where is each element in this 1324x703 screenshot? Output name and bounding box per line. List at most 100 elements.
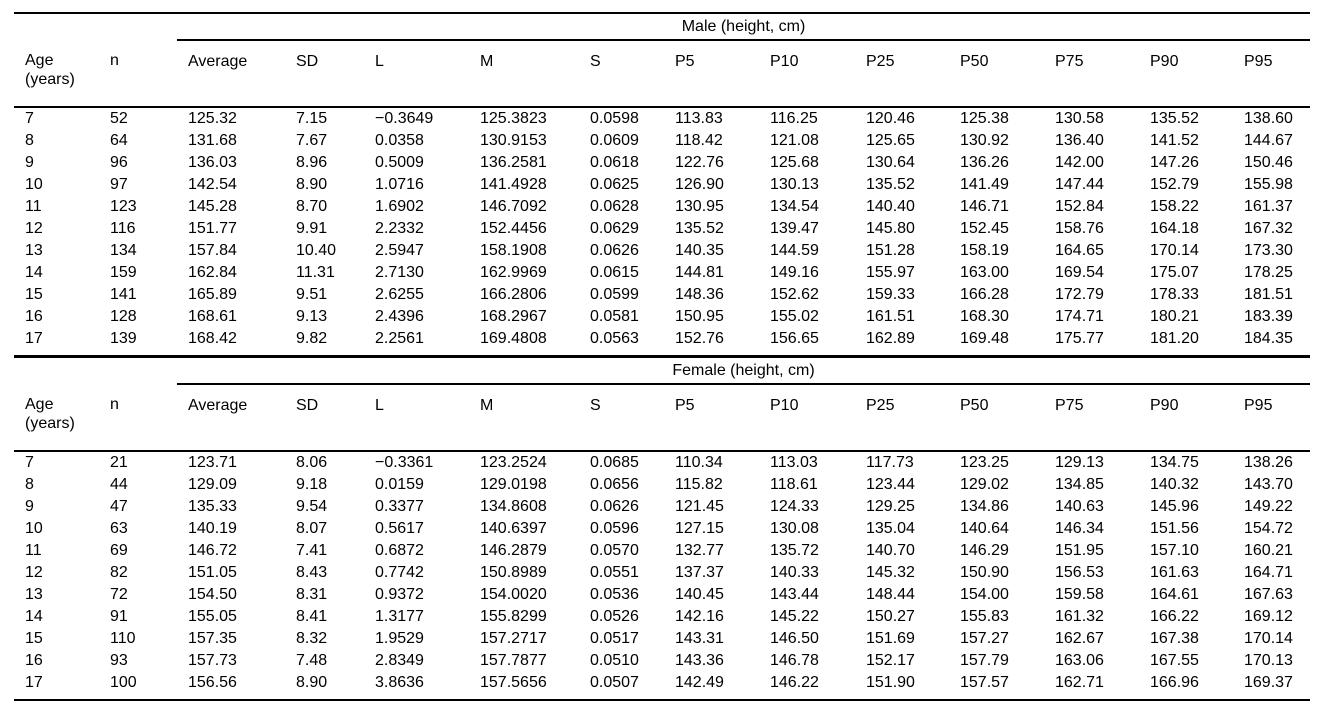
cell: 150.27 bbox=[866, 608, 915, 625]
cell: 141.49 bbox=[960, 176, 1009, 193]
cell: 157.2717 bbox=[480, 630, 547, 647]
cell: 135.52 bbox=[1150, 110, 1199, 127]
cell: 142.16 bbox=[675, 608, 724, 625]
cell: 72 bbox=[110, 586, 128, 603]
cell: 9.91 bbox=[296, 220, 328, 237]
column-header-p50: P50 bbox=[949, 40, 1044, 108]
column-header-p90: P90 bbox=[1139, 384, 1233, 452]
cell: 168.2967 bbox=[480, 308, 547, 325]
cell: 143.31 bbox=[675, 630, 724, 647]
cell: 167.55 bbox=[1150, 652, 1199, 669]
cell: 144.67 bbox=[1244, 132, 1293, 149]
cell: 0.0628 bbox=[590, 198, 639, 215]
column-header-l: L bbox=[364, 384, 469, 452]
cell: 17 bbox=[14, 672, 99, 701]
cell: 134.8608 bbox=[480, 498, 547, 515]
cell: 155.05 bbox=[188, 608, 237, 625]
cell: 8.07 bbox=[296, 520, 328, 537]
cell: 100 bbox=[99, 672, 177, 701]
cell: 113.03 bbox=[770, 454, 818, 471]
cell: 0.0536 bbox=[590, 586, 639, 603]
cell: 166.22 bbox=[1150, 608, 1199, 625]
cell: 129.0198 bbox=[480, 476, 547, 493]
cell: 2.2332 bbox=[375, 220, 424, 237]
cell: 152.62 bbox=[770, 286, 819, 303]
cell: 110 bbox=[110, 630, 136, 647]
cell: 145.96 bbox=[1150, 498, 1199, 515]
cell: 166.96 bbox=[1139, 672, 1233, 701]
cell: 134.54 bbox=[770, 198, 819, 215]
cell: 0.0629 bbox=[590, 220, 639, 237]
cell: 173.30 bbox=[1244, 242, 1293, 259]
cell: 169.48 bbox=[949, 328, 1044, 358]
column-header-row: Age (years) n Average SD L M S P5 P10 P25 P50 P75 P90… bbox=[14, 40, 1311, 108]
cell: 115.82 bbox=[675, 476, 723, 493]
cell: 164.18 bbox=[1150, 220, 1199, 237]
table-row: 14 91 155.05 8.41 1.3177 155.8299 0.0526 142.16… bbox=[14, 606, 1310, 628]
cell: 144.81 bbox=[675, 264, 724, 281]
table-row: 16 93 157.73 7.48 2.8349 157.7877 0.0510 143.36… bbox=[14, 650, 1310, 672]
cell: 158.1908 bbox=[480, 242, 547, 259]
cell: 128 bbox=[110, 308, 137, 325]
cell: 134 bbox=[110, 242, 137, 259]
cell: 120.46 bbox=[866, 110, 915, 127]
cell: 137.37 bbox=[675, 564, 724, 581]
height-percentile-table: Male (height, cm) Age (years) n Average SD L M… bbox=[14, 12, 1311, 701]
cell: 157.7877 bbox=[480, 652, 547, 669]
cell: 0.0599 bbox=[590, 286, 639, 303]
cell: 134.85 bbox=[1055, 476, 1104, 493]
table-row: 7 21 123.71 8.06 −0.3361 123.2524 0.0685 110.34… bbox=[14, 451, 1310, 474]
cell: 122.76 bbox=[675, 154, 724, 171]
cell: 16 bbox=[25, 308, 43, 325]
cell: 140.33 bbox=[770, 564, 819, 581]
column-header-p95: P95 bbox=[1233, 384, 1311, 452]
cell: 147.44 bbox=[1055, 176, 1104, 193]
cell: 0.3377 bbox=[375, 498, 424, 515]
cell: 155.02 bbox=[770, 308, 819, 325]
cell: 121.08 bbox=[770, 132, 819, 149]
cell: 143.70 bbox=[1244, 476, 1293, 493]
section-male: Male (height, cm) Age (years) n Average SD L M… bbox=[14, 12, 1311, 358]
cell: 123 bbox=[110, 198, 137, 215]
cell: 140.6397 bbox=[480, 520, 547, 537]
cell: 10 bbox=[25, 520, 43, 537]
cell: 8.96 bbox=[296, 154, 328, 171]
cell: 12 bbox=[25, 564, 43, 581]
cell: 145.32 bbox=[866, 564, 915, 581]
column-header-p5: P5 bbox=[664, 384, 759, 452]
cell: 64 bbox=[110, 132, 128, 149]
cell: 150.90 bbox=[960, 564, 1009, 581]
cell: 163.06 bbox=[1055, 652, 1104, 669]
cell: 156.56 bbox=[177, 672, 285, 701]
cell: 151.95 bbox=[1055, 542, 1104, 559]
cell: 123.44 bbox=[866, 476, 915, 493]
cell: 2.4396 bbox=[375, 308, 424, 325]
cell: 170.14 bbox=[1150, 242, 1199, 259]
cell: 149.22 bbox=[1244, 498, 1293, 515]
cell: 0.0507 bbox=[579, 672, 664, 701]
cell: 142.00 bbox=[1055, 154, 1104, 171]
table-row: 11 123 145.28 8.70 1.6902 146.7092 0.0628 130.9… bbox=[14, 196, 1310, 218]
section-title-row: Female (height, cm) bbox=[14, 355, 1311, 385]
cell: 135.33 bbox=[188, 498, 237, 515]
cell: 44 bbox=[110, 476, 128, 493]
cell: 8.32 bbox=[296, 630, 328, 647]
cell: 130.92 bbox=[960, 132, 1009, 149]
cell: 118.42 bbox=[675, 132, 723, 149]
column-header-age-line: Age bbox=[25, 396, 54, 413]
cell: 7 bbox=[25, 110, 34, 127]
cell: 140.40 bbox=[866, 198, 915, 215]
cell: 169.12 bbox=[1244, 608, 1293, 625]
cell: 152.4456 bbox=[480, 220, 547, 237]
cell: 110.34 bbox=[675, 454, 723, 471]
cell: 121.45 bbox=[675, 498, 724, 515]
cell: 142.54 bbox=[188, 176, 237, 193]
cell: 0.0510 bbox=[590, 652, 639, 669]
cell: 166.2806 bbox=[480, 286, 547, 303]
cell: 14 bbox=[25, 608, 43, 625]
table-row: 8 44 129.09 9.18 0.0159 129.0198 0.0656 115.82 1… bbox=[14, 474, 1310, 496]
cell: 152.79 bbox=[1150, 176, 1199, 193]
cell: 162.71 bbox=[1044, 672, 1139, 701]
table-row: 12 82 151.05 8.43 0.7742 150.8989 0.0551 137.37… bbox=[14, 562, 1310, 584]
cell: 152.84 bbox=[1055, 198, 1104, 215]
